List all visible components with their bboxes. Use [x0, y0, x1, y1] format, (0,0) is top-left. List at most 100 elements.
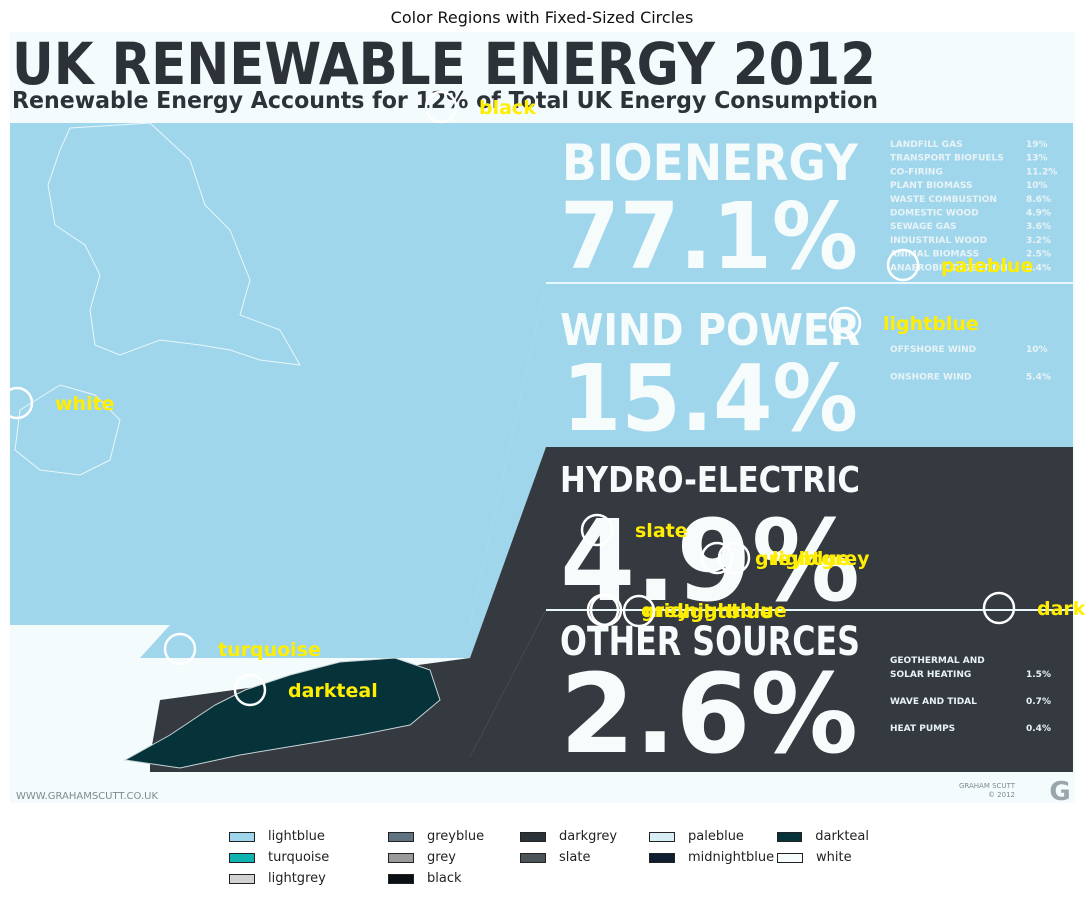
chart-title: Color Regions with Fixed-Sized Circles — [391, 8, 694, 27]
breakdown-label: WASTE COMBUSTION — [890, 195, 997, 205]
annotation-circle — [982, 591, 1016, 625]
legend-label: paleblue — [688, 829, 744, 844]
section-hydro: HYDRO-ELECTRIC 4.9% — [560, 460, 860, 627]
annotation-circle — [424, 90, 458, 124]
section-name: HYDRO-ELECTRIC — [560, 460, 860, 501]
breakdown-value: 0.7% — [1026, 697, 1051, 707]
website-text: WWW.GRAHAMSCUTT.CO.UK — [16, 791, 158, 802]
headline: UK RENEWABLE ENERGY 2012 — [12, 30, 876, 98]
legend-swatch — [777, 831, 803, 842]
annotation-label: paleblue — [941, 255, 1033, 277]
annotation-darkgrey: darkgrey — [982, 591, 1085, 625]
map-southwest — [123, 657, 441, 769]
section-name: BIOENERGY — [562, 134, 859, 192]
annotation-circle — [0, 386, 34, 420]
section-bioenergy: BIOENERGY 77.1% — [560, 134, 859, 290]
legend-item-midnightblue: midnightblue — [649, 847, 777, 868]
breakdown-value: 4.9% — [1026, 209, 1051, 219]
legend-item-white: white — [777, 847, 869, 868]
breakdown-label-line2: SOLAR HEATING — [890, 670, 971, 680]
legend-item-lightblue: lightblue — [229, 826, 388, 847]
annotation-label: darkteal — [288, 680, 378, 702]
breakdown-label: HEAT PUMPS — [890, 724, 955, 734]
breakdown-lists: LANDFILL GAS 19% TRANSPORT BIOFUELS 13% CO-F… — [890, 140, 1057, 734]
section-name: WIND POWER — [560, 305, 860, 356]
annotation-label: black — [479, 97, 536, 119]
breakdown-label: ANIMAL BIOMASS — [890, 250, 979, 260]
legend-swatch — [520, 852, 546, 863]
legend-item-greyblue: greyblue — [388, 826, 520, 847]
legend-item-black: black — [388, 868, 520, 889]
annotation-layer: black paleblue lightblue white slate greyblue… — [0, 90, 1085, 707]
breakdown-value: 0.4% — [1026, 263, 1051, 273]
section-value: 2.6% — [560, 650, 858, 778]
breakdown-value: 10% — [1026, 345, 1048, 355]
breakdown-value: 8.6% — [1026, 195, 1051, 205]
signature-year: © 2012 — [988, 791, 1015, 799]
panel-wind — [140, 283, 1073, 658]
annotation-circle — [700, 541, 734, 575]
annotation-circle — [586, 593, 620, 627]
annotation-circle — [828, 306, 862, 340]
annotation-paleblue: paleblue — [886, 248, 1033, 282]
legend-swatch — [649, 852, 675, 863]
legend-label: turquoise — [268, 850, 330, 865]
breakdown-value: 19% — [1026, 140, 1048, 150]
map-ireland — [14, 384, 121, 476]
legend-swatch — [229, 852, 255, 863]
annotation-circle — [622, 594, 656, 628]
breakdown-value: 11.2% — [1026, 167, 1057, 177]
legend-swatch — [388, 852, 414, 863]
legend-swatch — [388, 831, 414, 842]
legend-label: grey — [427, 850, 457, 865]
breakdown-label: SEWAGE GAS — [890, 222, 957, 232]
legend-item-slate: slate — [520, 847, 649, 868]
annotation-circle — [886, 248, 920, 282]
annotation-label: turquoise — [218, 639, 321, 661]
annotation-label: greyblue — [755, 548, 850, 570]
breakdown-label: TRANSPORT BIOFUELS — [890, 154, 1004, 164]
breakdown-value: 13% — [1026, 154, 1048, 164]
map-scotland — [47, 122, 301, 366]
breakdown-value: 3.2% — [1026, 236, 1051, 246]
breakdown-label: INDUSTRIAL WOOD — [890, 236, 987, 246]
panel-bioenergy — [10, 123, 1073, 625]
signature-name: GRAHAM SCUTT — [959, 782, 1016, 790]
breakdown-label: CO-FIRING — [890, 167, 943, 177]
legend-label: darkteal — [815, 829, 869, 844]
legend-item-grey: grey — [388, 847, 520, 868]
breakdown-label: ONSHORE WIND — [890, 373, 971, 383]
breakdown-value: 5.4% — [1026, 373, 1051, 383]
breakdown-label: PLANT BIOMASS — [890, 181, 972, 191]
annotation-lightblue: lightblue — [622, 594, 773, 628]
legend-item-lightgrey: lightgrey — [229, 868, 388, 889]
legend: lightblue greyblue darkgrey paleblue darktea… — [229, 826, 869, 886]
section-wind: WIND POWER 15.4% — [560, 305, 860, 452]
breakdown-label: LANDFILL GAS — [890, 140, 963, 150]
annotation-lightblue: lightblue — [828, 306, 979, 340]
annotation-greyblue: greyblue — [700, 541, 850, 575]
legend-label: lightblue — [268, 829, 325, 844]
legend-swatch — [777, 852, 803, 863]
logo-mark: G — [1049, 777, 1070, 807]
legend-label: white — [816, 850, 852, 865]
annotation-label: midnightblue — [644, 600, 787, 622]
section-value: 77.1% — [560, 183, 858, 290]
annotation-circle — [163, 632, 197, 666]
annotation-lightgrey: lightgrey — [717, 541, 870, 575]
annotation-label: lightblue — [883, 313, 979, 335]
legend-swatch — [229, 831, 255, 842]
breakdown-value: 2.5% — [1026, 250, 1051, 260]
legend-swatch — [229, 873, 255, 884]
legend-item-paleblue: paleblue — [649, 826, 777, 847]
annotation-darkteal: darkteal — [233, 673, 378, 707]
annotation-label: lightblue — [677, 601, 773, 623]
breakdown-label: ANAEROBIC DIGESTION — [890, 263, 1008, 273]
legend-label: greyblue — [427, 829, 485, 844]
legend-item-turquoise: turquoise — [229, 847, 388, 868]
annotation-label: darkgrey — [1037, 598, 1085, 620]
breakdown-label: OFFSHORE WIND — [890, 345, 976, 355]
annotation-slate: slate — [580, 513, 688, 547]
section-other: OTHER SOURCES 2.6% — [560, 619, 860, 778]
